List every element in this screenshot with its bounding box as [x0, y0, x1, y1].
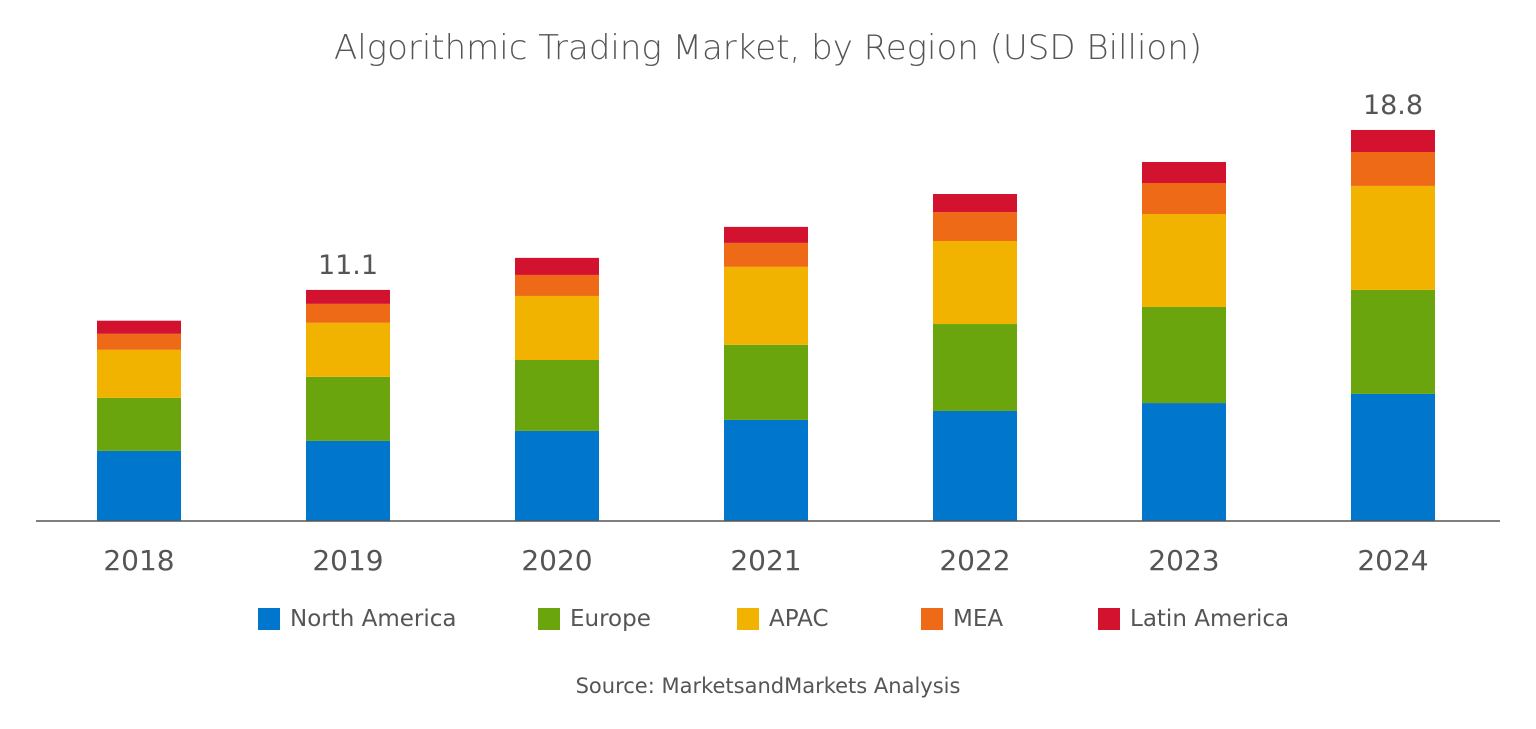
bar-segment-apac-2019 — [306, 322, 390, 377]
bar-segment-latin-america-2022 — [933, 194, 1017, 213]
bar-segment-apac-2021 — [724, 266, 808, 345]
bar-segment-apac-2022 — [933, 241, 1017, 325]
bar-segment-north-america-2020 — [515, 430, 599, 521]
bar-segment-north-america-2024 — [1351, 393, 1435, 521]
x-tick-label: 2022 — [939, 544, 1010, 577]
bar-segment-apac-2020 — [515, 295, 599, 361]
legend-swatch — [1098, 608, 1120, 630]
bar-segment-mea-2020 — [515, 274, 599, 296]
legend-item: MEA — [921, 606, 1003, 632]
bar-segment-latin-america-2019 — [306, 289, 390, 304]
bar-segment-mea-2018 — [97, 333, 181, 350]
bar-segment-apac-2018 — [97, 349, 181, 398]
x-tick-label: 2023 — [1148, 544, 1219, 577]
bar-segment-latin-america-2023 — [1142, 161, 1226, 183]
bar-segment-europe-2024 — [1351, 289, 1435, 394]
bar-segment-europe-2020 — [515, 360, 599, 431]
bar-segment-north-america-2022 — [933, 410, 1017, 521]
bar-segment-europe-2021 — [724, 344, 808, 420]
x-tick-label: 2019 — [312, 544, 383, 577]
bar-segment-mea-2019 — [306, 303, 390, 323]
source-note: Source: MarketsandMarkets Analysis — [575, 674, 961, 698]
legend-swatch — [258, 608, 280, 630]
bar-segment-mea-2023 — [1142, 183, 1226, 214]
bar-segment-north-america-2018 — [97, 450, 181, 521]
x-tick-label: 2024 — [1357, 544, 1428, 577]
bar-segment-latin-america-2020 — [515, 257, 599, 275]
legend-item: Europe — [538, 606, 651, 632]
legend-label: APAC — [769, 606, 829, 632]
legend-swatch — [538, 608, 560, 630]
legend-item: APAC — [737, 606, 829, 632]
bar-segment-europe-2018 — [97, 397, 181, 451]
chart-title: Algorithmic Trading Market, by Region (U… — [333, 28, 1203, 68]
bar-segment-europe-2022 — [933, 324, 1017, 411]
bar-segment-europe-2019 — [306, 376, 390, 441]
legend-label: MEA — [953, 606, 1004, 632]
x-tick-label: 2020 — [521, 544, 592, 577]
bar-segment-apac-2023 — [1142, 213, 1226, 307]
legend-swatch — [737, 608, 759, 630]
legend: North America Europe APAC MEA Latin America — [0, 606, 1536, 638]
bar-segment-latin-america-2018 — [97, 320, 181, 334]
bar-segment-mea-2022 — [933, 212, 1017, 242]
bar-segment-north-america-2021 — [724, 419, 808, 521]
bar-segment-latin-america-2024 — [1351, 129, 1435, 153]
legend-label: Europe — [570, 606, 651, 632]
bar-segment-latin-america-2021 — [724, 226, 808, 243]
bar-segment-north-america-2023 — [1142, 403, 1226, 521]
legend-item: Latin America — [1098, 606, 1289, 632]
bar-segment-mea-2021 — [724, 242, 808, 267]
data-label: 11.1 — [318, 250, 378, 281]
bar-segment-north-america-2019 — [306, 440, 390, 521]
data-label: 18.8 — [1363, 90, 1423, 121]
legend-swatch — [921, 608, 943, 630]
legend-label: Latin America — [1130, 606, 1290, 632]
legend-item: North America — [258, 606, 457, 632]
bar-segment-europe-2023 — [1142, 306, 1226, 404]
bar-segment-apac-2024 — [1351, 185, 1435, 290]
x-tick-label: 2021 — [730, 544, 801, 577]
legend-label: North America — [290, 606, 457, 632]
x-tick-label: 2018 — [103, 544, 174, 577]
bar-segment-mea-2024 — [1351, 152, 1435, 186]
